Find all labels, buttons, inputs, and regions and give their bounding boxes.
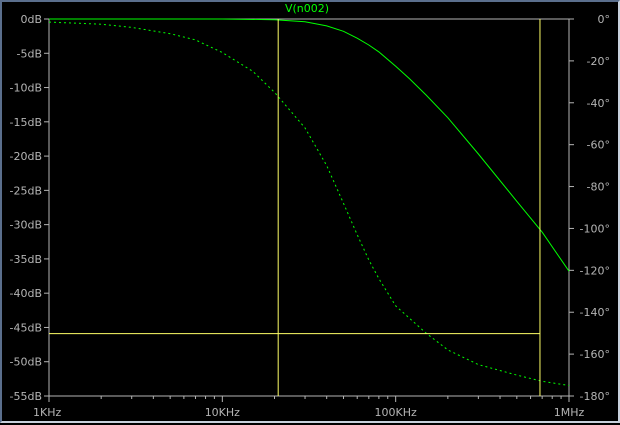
right-tick-label: 0° (598, 13, 611, 26)
x-tick-label: 1MHz (554, 406, 585, 419)
left-tick-label: -5dB (17, 47, 43, 60)
cursors[interactable] (49, 19, 541, 396)
right-tick-label: -100° (580, 222, 610, 235)
left-tick-label: -35dB (10, 253, 43, 266)
traces (48, 18, 570, 386)
right-tick-label: -120° (580, 264, 610, 277)
left-tick-label: -25dB (10, 184, 43, 197)
left-tick-label: -15dB (10, 116, 43, 129)
x-tick-label: 10KHz (205, 406, 240, 419)
magnitude-trace (49, 18, 570, 272)
phase-trace (48, 21, 570, 386)
left-tick-label: -45dB (10, 321, 43, 334)
right-tick-label: -60° (587, 139, 610, 152)
x-tick-label: 1KHz (33, 406, 61, 419)
right-tick-label: -40° (587, 97, 610, 110)
x-tick-label: 100KHz (375, 406, 417, 419)
left-tick-label: -30dB (10, 219, 43, 232)
axis-labels: 0dB -5dB -10dB -15dB -20dB -25dB -30dB -35dB -40… (10, 13, 611, 419)
right-tick-label: -140° (580, 306, 610, 319)
plot-area (44, 18, 574, 402)
left-tick-label: -40dB (10, 287, 43, 300)
right-tick-label: -20° (587, 55, 610, 68)
right-tick-label: -80° (587, 181, 610, 194)
left-tick-label: -10dB (10, 82, 43, 95)
right-tick-label: -160° (580, 348, 610, 361)
left-tick-label: -55dB (10, 390, 43, 403)
trace-title[interactable]: V(n002) (285, 2, 329, 15)
left-tick-label: 0dB (20, 13, 42, 26)
left-tick-label: -50dB (10, 356, 43, 369)
plot-frame (48, 18, 570, 397)
left-tick-label: -20dB (10, 150, 43, 163)
right-tick-label: -180° (580, 390, 610, 403)
